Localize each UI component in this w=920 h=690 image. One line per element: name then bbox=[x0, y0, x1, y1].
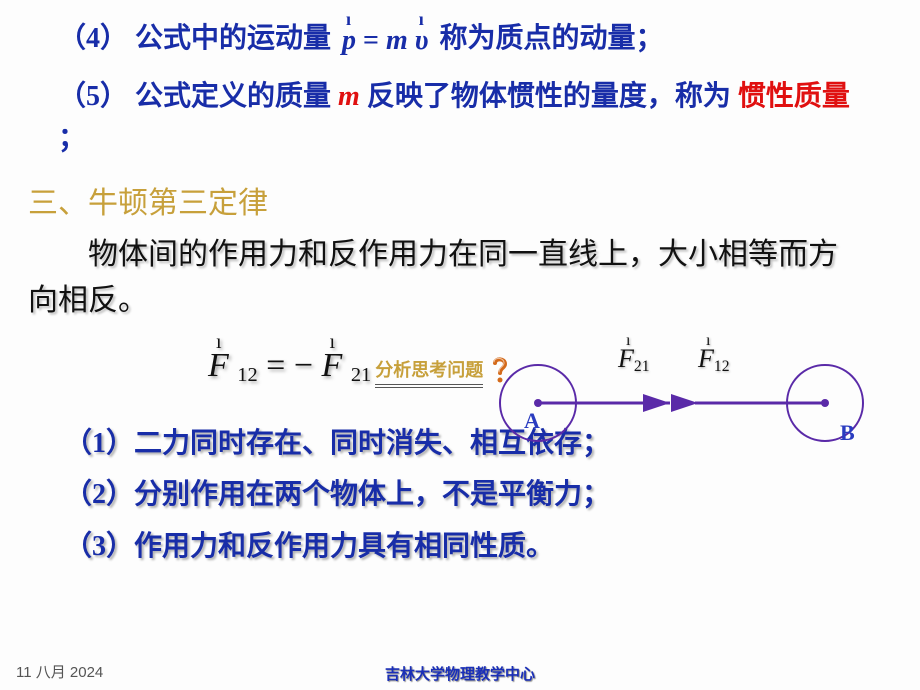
point-5-mid: 反映了物体惯性的量度，称为 bbox=[367, 81, 731, 112]
label-f21: ı F21 bbox=[618, 344, 649, 374]
vec-mark-f1: ı bbox=[216, 331, 222, 354]
vec-mark-p: ı bbox=[346, 6, 351, 33]
list-item-3: （3）作用力和反作用力具有相同性质。 bbox=[64, 521, 892, 573]
point-4-pre: 公式中的运动量 bbox=[135, 23, 331, 54]
label-f21-sub: 21 bbox=[634, 358, 650, 375]
footer-center: 吉林大学物理教学中心 bbox=[385, 663, 535, 684]
vec-mark-f21: ı bbox=[626, 332, 630, 350]
label-f12-sub: 12 bbox=[714, 358, 730, 375]
list-item-2: （2）分别作用在两个物体上，不是平衡力； bbox=[64, 469, 892, 521]
label-f12: ı F12 bbox=[698, 344, 729, 374]
formula-eqneg: = − bbox=[266, 347, 313, 384]
force-diagram: A B ı F21 ı F12 bbox=[480, 348, 880, 448]
point-5-pre: 公式定义的质量 bbox=[135, 81, 331, 112]
slide-root: （4） 公式中的运动量 ı p = m ı υ 称为质点的动量； （5） 公式定… bbox=[0, 0, 920, 690]
force-diagram-svg bbox=[480, 348, 880, 458]
point-4-num: （4） bbox=[58, 23, 128, 54]
law3-paragraph: 物体间的作用力和反作用力在同一直线上，大小相等而方向相反。 bbox=[28, 232, 858, 325]
footer-date: 11 八月 2024 bbox=[16, 661, 103, 682]
vec-mark-v: ı bbox=[419, 6, 424, 33]
point-5: （5） 公式定义的质量 m 反映了物体惯性的量度，称为 惯性质量 ； bbox=[58, 76, 878, 160]
point-5-red: 惯性质量 bbox=[738, 81, 850, 112]
formula-eq: = bbox=[363, 25, 386, 56]
point-5-post2: ； bbox=[58, 123, 86, 154]
section-title: 三、牛顿第三定律 bbox=[28, 178, 892, 222]
vec-mark-f12: ı bbox=[706, 332, 710, 350]
formula-sub12: 12 bbox=[237, 364, 257, 386]
label-b: B bbox=[840, 420, 855, 446]
formula-f12-f21: ı F 12 = − ı F 21 bbox=[208, 347, 371, 385]
point-5-m: m bbox=[338, 81, 360, 112]
point-4-formula: ı p = m ı υ bbox=[342, 20, 428, 62]
point-4-post: 称为质点的动量； bbox=[440, 23, 664, 54]
formula-sub21: 21 bbox=[351, 364, 371, 386]
label-a: A bbox=[524, 408, 540, 434]
formula-m: m bbox=[386, 25, 408, 56]
point-4: （4） 公式中的运动量 ı p = m ı υ 称为质点的动量； bbox=[58, 18, 892, 62]
think-label: 分析思考问题 bbox=[375, 356, 483, 388]
vec-mark-f2: ı bbox=[330, 331, 336, 354]
point-5-num: （5） bbox=[58, 81, 128, 112]
